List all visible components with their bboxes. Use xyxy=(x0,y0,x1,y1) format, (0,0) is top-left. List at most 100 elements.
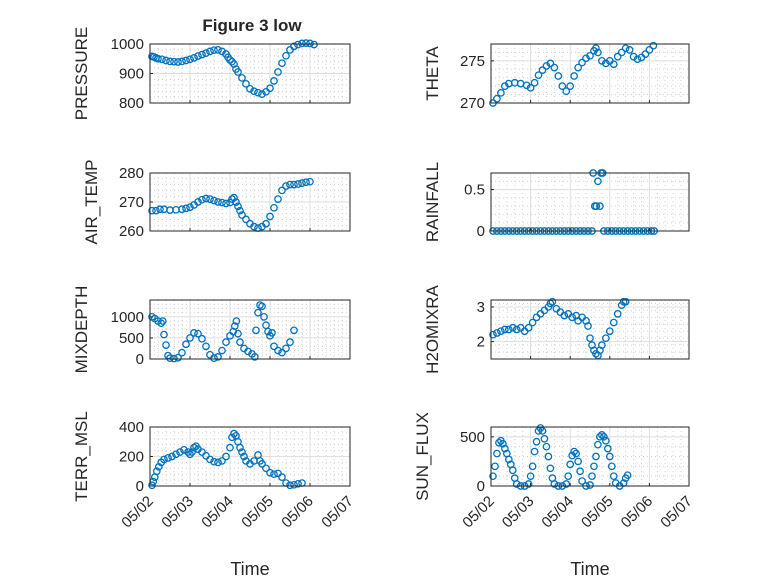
data-point xyxy=(598,341,606,349)
data-point xyxy=(156,205,164,214)
data-point xyxy=(186,55,194,64)
data-point xyxy=(210,354,218,363)
data-point xyxy=(605,327,614,336)
data-point xyxy=(499,439,507,448)
data-point xyxy=(566,460,575,469)
data-point xyxy=(218,198,226,207)
data-point xyxy=(190,54,198,62)
data-point xyxy=(182,204,190,213)
data-point xyxy=(609,472,618,481)
x-tick-label: 05/03 xyxy=(499,493,538,532)
data-point xyxy=(578,477,586,485)
y-tick-label: 0.5 xyxy=(464,182,485,199)
figure-title: Figure 3 low xyxy=(202,16,302,35)
data-point xyxy=(497,327,505,336)
data-point xyxy=(566,82,575,90)
subplot-air_temp: 260 270 280 AIR_TEMP xyxy=(82,159,351,245)
data-point xyxy=(176,448,184,456)
subplot-theta: 270 275 THETA xyxy=(423,41,690,112)
data-point xyxy=(278,473,286,481)
y-axis-label: PRESSURE xyxy=(72,27,91,121)
y-tick-label: 200 xyxy=(119,449,144,466)
data-point xyxy=(148,481,156,490)
data-point xyxy=(202,194,210,203)
subplot-sun_flux: 0 500 05/02 05/03 05/04 05/05 05/06 05/07 SUN_FL… xyxy=(413,412,696,579)
y-axis-label: AIR_TEMP xyxy=(82,159,101,244)
data-point xyxy=(158,317,167,325)
data-point xyxy=(210,46,218,55)
data-point xyxy=(594,177,602,186)
data-point xyxy=(240,452,248,461)
x-tick-label: 05/05 xyxy=(238,493,277,532)
data-point xyxy=(495,438,503,447)
data-point xyxy=(194,52,202,60)
data-point xyxy=(625,46,634,54)
data-point xyxy=(210,196,218,205)
data-point xyxy=(206,195,214,203)
data-point xyxy=(290,326,298,335)
data-point xyxy=(493,94,501,103)
data-point xyxy=(497,89,505,97)
data-point xyxy=(560,311,569,320)
data-point xyxy=(160,455,168,464)
data-point xyxy=(234,68,242,76)
data-point xyxy=(198,334,206,343)
plot-border xyxy=(490,299,690,360)
y-axis-label: TERR_MSL xyxy=(72,411,91,502)
data-point xyxy=(645,46,654,54)
x-tick-label: 05/03 xyxy=(158,493,197,532)
x-tick-label: 05/06 xyxy=(618,493,657,532)
data-point xyxy=(206,455,214,464)
y-tick-label: 500 xyxy=(460,429,485,446)
y-tick-label: 280 xyxy=(119,165,144,182)
data-point xyxy=(633,55,642,64)
y-tick-label: 270 xyxy=(119,194,144,211)
data-point xyxy=(250,353,259,361)
data-point xyxy=(258,90,266,99)
plot-border xyxy=(149,299,351,360)
data-point xyxy=(548,297,557,306)
data-point xyxy=(623,471,632,480)
data-point xyxy=(222,199,230,208)
data-point xyxy=(574,63,582,72)
data-point xyxy=(186,203,194,212)
data-point xyxy=(538,66,547,74)
y-tick-label: 2 xyxy=(477,334,485,351)
data-point xyxy=(198,195,206,204)
data-point xyxy=(540,434,549,443)
data-point xyxy=(554,72,563,80)
y-tick-label: 0 xyxy=(477,223,485,240)
data-point xyxy=(182,340,190,349)
data-point xyxy=(178,57,186,66)
data-point xyxy=(596,202,604,210)
data-point xyxy=(542,442,551,451)
data-point xyxy=(186,450,194,459)
data-point xyxy=(621,44,630,53)
data-point xyxy=(157,319,166,328)
data-point xyxy=(286,338,294,346)
data-point xyxy=(493,449,501,458)
y-tick-label: 0 xyxy=(477,478,485,495)
data-point xyxy=(588,472,596,481)
data-point xyxy=(238,74,246,82)
data-point xyxy=(546,464,555,473)
data-point xyxy=(168,452,176,461)
data-point xyxy=(202,49,210,57)
data-point xyxy=(298,39,306,48)
y-axis-label: H2OMIXRA xyxy=(423,284,442,373)
data-point xyxy=(236,206,244,215)
data-point xyxy=(592,452,600,461)
data-point xyxy=(491,462,499,471)
data-point xyxy=(174,58,182,66)
data-point xyxy=(598,431,606,439)
data-point xyxy=(152,206,160,215)
data-point xyxy=(282,51,290,60)
y-tick-label: 260 xyxy=(119,223,144,240)
data-point xyxy=(198,50,206,59)
data-point xyxy=(174,353,182,362)
data-point xyxy=(218,346,226,355)
y-tick-label: 500 xyxy=(119,330,144,347)
data-point xyxy=(570,447,579,456)
data-point xyxy=(250,87,258,96)
data-point xyxy=(532,437,541,446)
